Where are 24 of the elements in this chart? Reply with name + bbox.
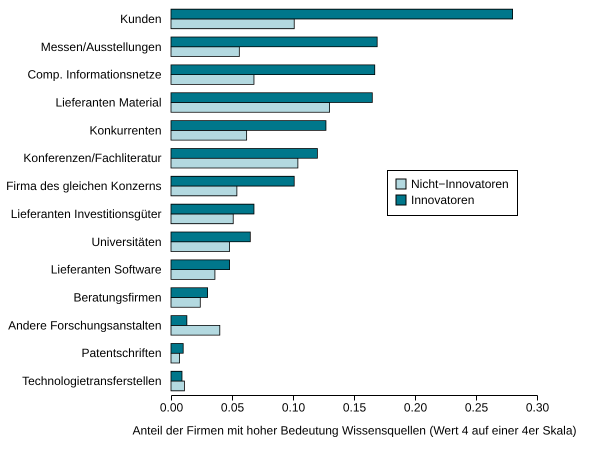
- x-tick-label: 0.25: [464, 400, 488, 414]
- y-tick-label: Konferenzen/Fachliteratur: [23, 151, 162, 166]
- x-tick-label: 0.05: [220, 400, 244, 414]
- y-tick-label: Universitäten: [91, 234, 162, 249]
- y-tick-label: Firma des gleichen Konzerns: [6, 179, 162, 194]
- x-tick-label: 0.10: [282, 400, 306, 414]
- x-tick-label: 0.15: [342, 400, 366, 414]
- y-tick-label: Messen/Ausstellungen: [40, 40, 162, 54]
- legend-label: Nicht−Innovatoren: [411, 177, 509, 191]
- legend-label: Innovatoren: [411, 193, 474, 207]
- x-tick-label: 0.30: [526, 400, 550, 414]
- y-tick-label: Andere Forschungsanstalten: [8, 318, 162, 332]
- y-tick-label: Lieferanten Software: [50, 262, 162, 277]
- y-tick-label: Beratungsfirmen: [73, 290, 162, 304]
- y-tick-label: Lieferanten Material: [55, 96, 162, 110]
- y-tick-label: Comp. Informationsnetze: [27, 68, 162, 82]
- x-axis-title: Anteil der Firmen mit hoher Bedeutung Wissensquellen (Wert 4 auf einer 4er Skala): [132, 424, 576, 438]
- y-tick-label: Lieferanten Investitionsgüter: [10, 206, 162, 221]
- x-tick-label: 0.00: [160, 400, 184, 414]
- x-tick-label: 0.20: [404, 400, 428, 414]
- y-tick-label: Kunden: [120, 12, 162, 26]
- y-tick-label: Technologietransferstellen: [22, 374, 162, 388]
- y-tick-label: Konkurrenten: [89, 123, 162, 138]
- y-tick-label: Patentschriften: [81, 346, 162, 360]
